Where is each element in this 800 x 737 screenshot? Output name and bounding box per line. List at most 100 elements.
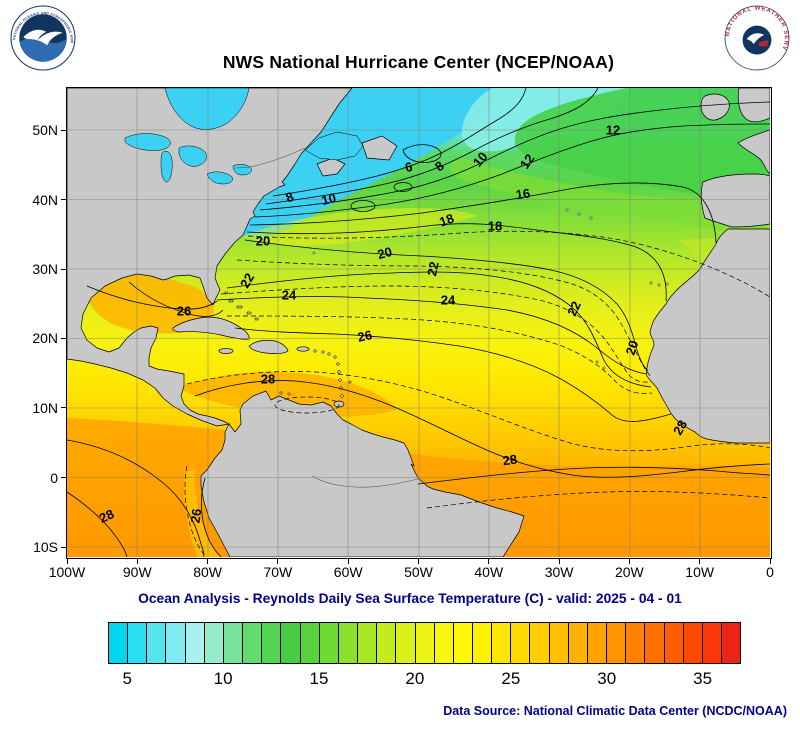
x-axis-label: 80W [193, 564, 222, 580]
colorbar-segment [414, 623, 434, 663]
x-axis-label: 100W [48, 564, 86, 580]
isotherm-28 [194, 379, 770, 478]
colorbar-tick-label: 25 [501, 669, 521, 688]
isotherm-28-equatorial [417, 466, 770, 484]
nws-flag-icon [759, 40, 769, 47]
contour-dashed-layer [184, 230, 770, 557]
x-axis-tick [628, 558, 630, 564]
colorbar [108, 622, 741, 664]
y-axis-label: 40N [32, 191, 58, 208]
contour-label: 22 [564, 298, 584, 317]
amazon-river [311, 475, 418, 487]
x-axis-label: 60W [333, 564, 363, 580]
land-ireland [700, 93, 730, 120]
contour-label: 22 [236, 270, 256, 290]
x-axis-label: 20W [614, 564, 644, 580]
x-axis-tick [769, 558, 771, 564]
colorbar-segment [606, 623, 626, 663]
isotherm-24 [216, 295, 646, 374]
x-axis-tick [488, 558, 490, 564]
x-axis-tick [136, 558, 138, 564]
colorbar-tick-label: 20 [405, 669, 425, 688]
nws-logo: NATIONAL WEATHER SERVICE [721, 1, 790, 71]
data-source: Data Source: National Climatic Data Cent… [443, 704, 787, 718]
colorbar-segment [663, 623, 683, 663]
contour-label: 16 [514, 185, 530, 202]
page-title: NWS National Hurricane Center (NCEP/NOAA… [222, 52, 615, 72]
lake-huron [178, 145, 207, 167]
land-south-america [200, 390, 524, 557]
y-axis-label: 10S [33, 539, 58, 555]
y-axis-tick [60, 129, 66, 131]
contour-label: 26 [356, 327, 373, 345]
isotherm-12 [254, 123, 770, 217]
isotherm-4 [402, 143, 441, 163]
isotherm-26 [234, 327, 671, 422]
colorbar-segment [109, 623, 128, 663]
contour-label: 6 [403, 158, 413, 174]
sst-map: 8 10 6 8 10 12 12 16 18 18 20 20 22 22 22 24 24 26 26 20 28 2… [65, 86, 772, 559]
isotherm-27 [186, 370, 770, 451]
x-axis-tick [66, 558, 68, 564]
y-axis-tick [60, 477, 66, 478]
hudson-bay [164, 87, 249, 130]
gulf-stream-eddy-2 [393, 181, 412, 192]
x-axis-tick [277, 558, 279, 564]
x-axis-tick [207, 558, 209, 564]
colorbar-segment [357, 623, 377, 663]
lake-michigan [160, 150, 172, 182]
colorbar-segment [376, 623, 396, 663]
x-axis-label: 70W [263, 564, 293, 580]
colorbar-segment [567, 623, 587, 663]
land-layer [66, 87, 770, 557]
contour-label: 22 [424, 260, 442, 277]
contour-label: 8 [283, 188, 295, 205]
land-iberia [700, 173, 770, 227]
noaa-seagull-icon [23, 29, 63, 46]
x-axis-tick [699, 558, 701, 564]
colorbar-tick-label: 30 [597, 669, 617, 688]
st-lawrence-river [234, 147, 305, 168]
contour-label: 26 [187, 507, 204, 523]
y-axis-label: 0 [50, 469, 58, 486]
x-axis-label: 0 [766, 564, 774, 580]
colorbar-segment [701, 623, 721, 663]
noaa-logo-svg: NATIONAL OCEANIC AND ATMOSPHERIC ADMINIS… [9, 2, 76, 71]
colorbar-segment [452, 623, 472, 663]
colorbar-tick-label: 5 [122, 669, 132, 688]
contour-label: 20 [622, 338, 641, 356]
contour-label: 28 [96, 506, 115, 526]
colorbar-segment [280, 623, 300, 663]
colorbar-segment [644, 623, 664, 663]
colorbar-tick-label: 15 [309, 669, 329, 688]
lake-superior [124, 132, 171, 151]
contour-label: 20 [375, 243, 393, 261]
land-newfoundland-layer [361, 135, 397, 160]
colorbar-segment [318, 623, 338, 663]
contour-label: 24 [281, 287, 296, 302]
noaa-emblem-ocean [19, 37, 67, 62]
colorbar-segment [127, 623, 147, 663]
land-lesser-antilles [279, 348, 351, 398]
contour-label: 12 [605, 122, 619, 137]
land-africa [645, 228, 770, 443]
isotherm-28-pacific-a [66, 439, 204, 557]
y-axis-tick [60, 199, 66, 201]
colorbar-segment [586, 623, 607, 663]
colorbar-segment [165, 623, 185, 663]
lake-erie [206, 171, 233, 184]
contour-label: 12 [516, 151, 537, 171]
y-axis-tick [60, 268, 66, 270]
colorbar-segment [261, 623, 281, 663]
colorbar-segment [721, 623, 741, 663]
colorbar-segment [682, 623, 702, 663]
isotherm-24-gulf [86, 285, 217, 310]
colorbar-segment [203, 623, 223, 663]
land-newfoundland [361, 135, 397, 160]
water-inland-layer [124, 87, 363, 184]
isotherm-25 [226, 315, 652, 394]
x-axis-tick [347, 558, 349, 564]
y-axis-tick [60, 337, 66, 339]
